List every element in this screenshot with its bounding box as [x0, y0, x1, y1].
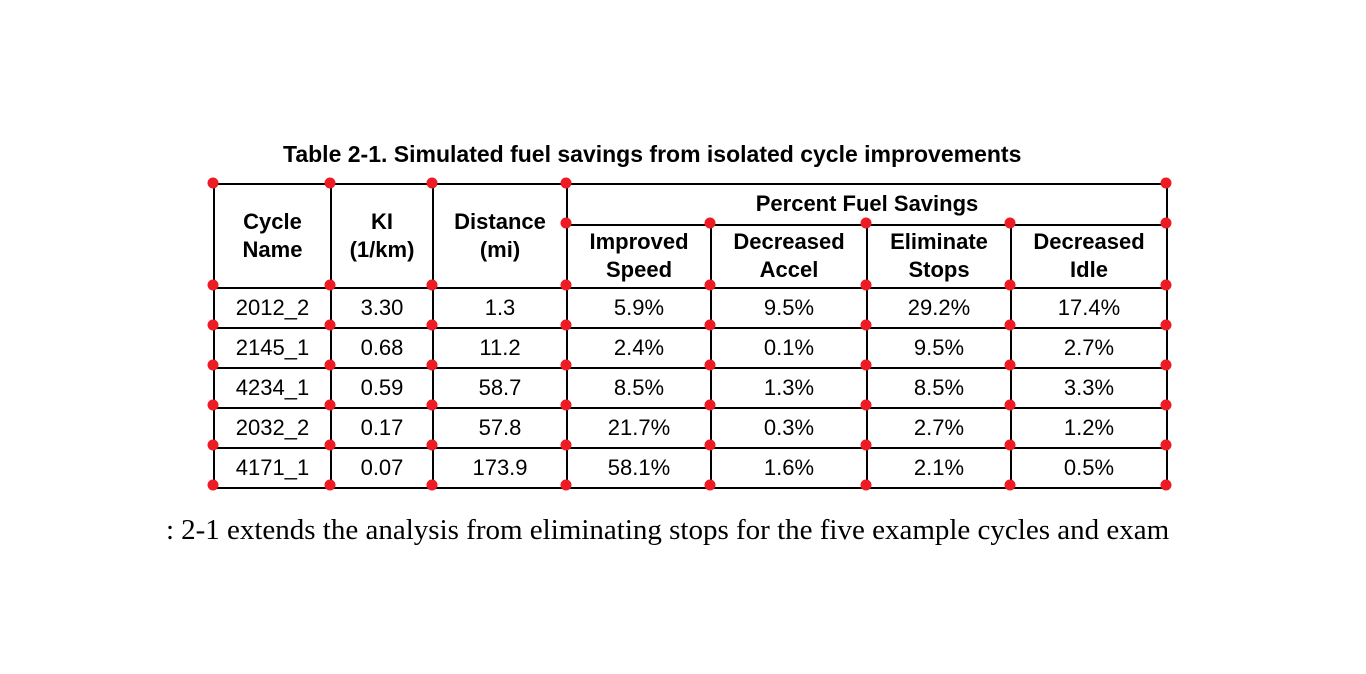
cell-distance: 1.3 [432, 287, 568, 329]
table-row: 2032_2 0.17 57.8 21.7% 0.3% 2.7% 1.2% [213, 407, 1168, 449]
cell-ki: 0.68 [330, 327, 434, 369]
cell-cycle-name: 2012_2 [213, 287, 332, 329]
cell-decreased-idle: 2.7% [1010, 327, 1168, 369]
header-ki: KI (1/km) [330, 183, 434, 289]
cell-eliminate-stops: 9.5% [866, 327, 1012, 369]
cell-decreased-idle: 3.3% [1010, 367, 1168, 409]
header-distance: Distance (mi) [432, 183, 568, 289]
cell-cycle-name: 2032_2 [213, 407, 332, 449]
cell-improved-speed: 58.1% [566, 447, 712, 489]
cell-decreased-idle: 0.5% [1010, 447, 1168, 489]
cell-decreased-accel: 0.1% [710, 327, 868, 369]
body-paragraph: :2-1 extends the analysis from eliminati… [166, 514, 1169, 547]
table-row: 4234_1 0.59 58.7 8.5% 1.3% 8.5% 3.3% [213, 367, 1168, 409]
cell-distance: 57.8 [432, 407, 568, 449]
cell-ki: 3.30 [330, 287, 434, 329]
cell-improved-speed: 8.5% [566, 367, 712, 409]
cell-ki: 0.17 [330, 407, 434, 449]
table-caption: Table 2-1. Simulated fuel savings from i… [283, 141, 1022, 167]
table-row: 4171_1 0.07 173.9 58.1% 1.6% 2.1% 0.5% [213, 447, 1168, 489]
body-sentence: 2-1 extends the analysis from eliminatin… [181, 514, 1170, 546]
table-row: 2012_2 3.30 1.3 5.9% 9.5% 29.2% 17.4% [213, 287, 1168, 329]
cell-decreased-accel: 1.6% [710, 447, 868, 489]
table-header-row-2: Improved Speed Decreased Accel Eliminate… [214, 223, 1168, 290]
table-header-row-1: Cycle Name KI (1/km) Distance (mi) Perce… [213, 183, 1168, 289]
cell-decreased-idle: 17.4% [1010, 287, 1168, 329]
cell-eliminate-stops: 8.5% [866, 367, 1012, 409]
table-row: 2145_1 0.68 11.2 2.4% 0.1% 9.5% 2.7% [213, 327, 1168, 369]
cell-distance: 173.9 [432, 447, 568, 489]
cell-improved-speed: 2.4% [566, 327, 712, 369]
cell-distance: 11.2 [432, 327, 568, 369]
cell-ki: 0.07 [330, 447, 434, 489]
cell-improved-speed: 21.7% [566, 407, 712, 449]
header-improved-speed: Improved Speed [566, 223, 712, 290]
cell-eliminate-stops: 2.7% [866, 407, 1012, 449]
header-decreased-idle: Decreased Idle [1010, 223, 1168, 290]
fuel-savings-table: Cycle Name KI (1/km) Distance (mi) Perce… [213, 183, 1168, 489]
cell-cycle-name: 2145_1 [213, 327, 332, 369]
header-cycle-name: Cycle Name [213, 183, 332, 289]
cell-decreased-accel: 0.3% [710, 407, 868, 449]
cell-ki: 0.59 [330, 367, 434, 409]
cell-eliminate-stops: 29.2% [866, 287, 1012, 329]
cell-distance: 58.7 [432, 367, 568, 409]
header-eliminate-stops: Eliminate Stops [866, 223, 1012, 290]
cropped-text-fragment: : [166, 514, 175, 546]
cell-improved-speed: 5.9% [566, 287, 712, 329]
cell-decreased-accel: 9.5% [710, 287, 868, 329]
cell-decreased-accel: 1.3% [710, 367, 868, 409]
cell-cycle-name: 4171_1 [213, 447, 332, 489]
cell-eliminate-stops: 2.1% [866, 447, 1012, 489]
cell-cycle-name: 4234_1 [213, 367, 332, 409]
cell-decreased-idle: 1.2% [1010, 407, 1168, 449]
header-decreased-accel: Decreased Accel [710, 223, 868, 290]
header-percent-fuel-savings: Percent Fuel Savings [566, 183, 1168, 226]
